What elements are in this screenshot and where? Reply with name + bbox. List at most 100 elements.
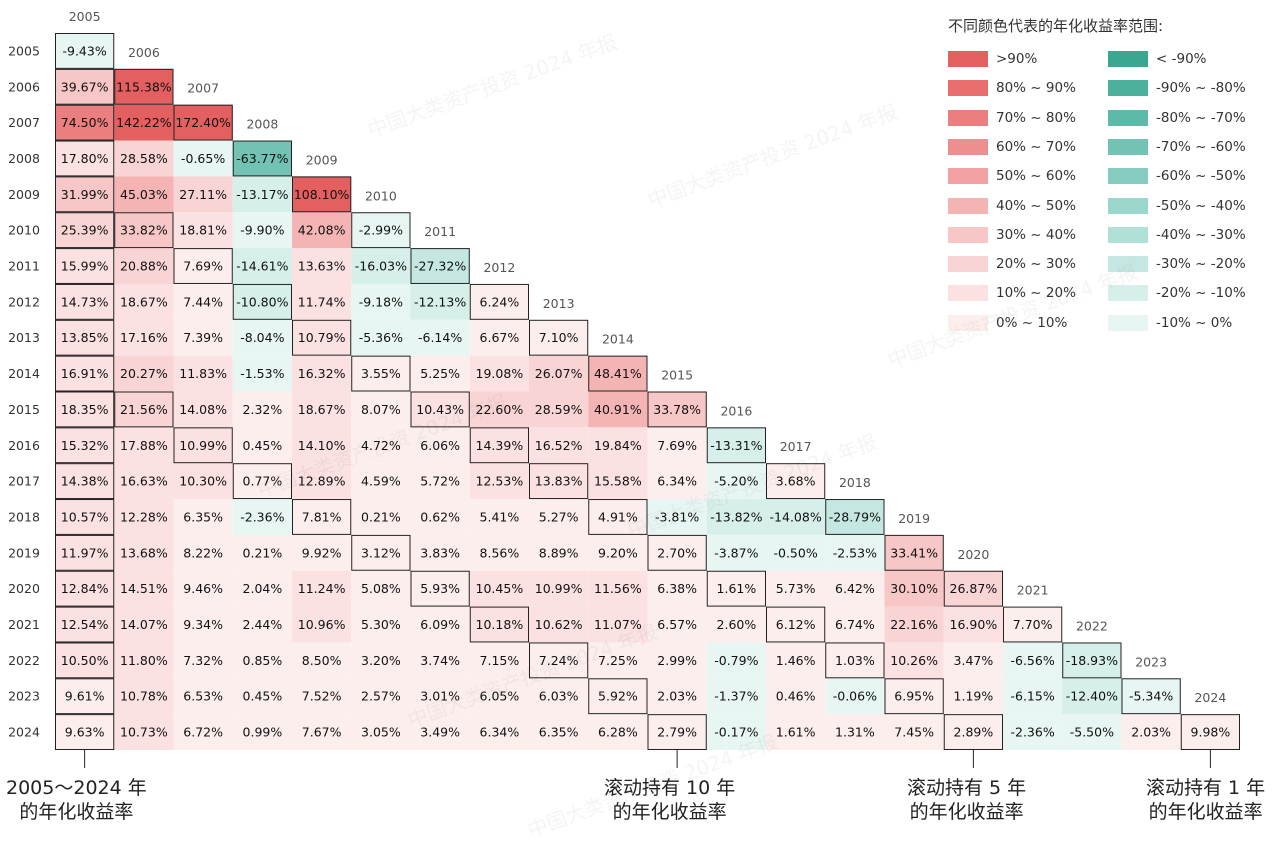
- cell-value: 17.80%: [61, 151, 109, 166]
- heatmap-cell: [292, 642, 352, 679]
- heatmap-cell: [55, 427, 115, 464]
- legend-item: -60% ~ -50%: [1108, 167, 1246, 185]
- cell-value: 14.10%: [298, 438, 346, 453]
- legend-label: 70% ~ 80%: [996, 109, 1076, 126]
- heatmap-cell: [232, 606, 292, 643]
- annotation-10-line1: 滚动持有 10 年: [604, 777, 736, 799]
- legend-swatch: [1108, 168, 1148, 185]
- legend-item: -50% ~ -40%: [1108, 197, 1246, 215]
- cell-value: 11.24%: [298, 581, 346, 596]
- cell-value: 19.84%: [594, 438, 642, 453]
- row-label: 2011: [8, 259, 40, 274]
- heatmap-cell: [1062, 642, 1122, 679]
- cell-value: -27.32%: [414, 259, 466, 274]
- cell-value: 0.21%: [243, 545, 283, 560]
- heatmap-cell: [825, 499, 885, 535]
- cell-value: 22.60%: [476, 402, 524, 417]
- legend-item: -30% ~ -20%: [1108, 255, 1246, 273]
- cell-value: 15.99%: [61, 259, 109, 274]
- cell-value: 6.09%: [420, 617, 460, 632]
- cell-value: 0.77%: [243, 474, 283, 489]
- highlight-box: [55, 248, 115, 284]
- heatmap-cell: [647, 678, 707, 715]
- cell-value: -5.20%: [714, 474, 758, 489]
- cell-value: 10.73%: [120, 725, 168, 740]
- heatmap-cell: [114, 463, 174, 500]
- cell-value: 10.57%: [61, 509, 109, 524]
- heatmap-cell: [232, 283, 292, 320]
- highlight-box: [55, 140, 115, 177]
- heatmap-cell: [529, 499, 589, 535]
- annotation-1-line2: 的年化收益率: [1148, 801, 1263, 823]
- heatmap-cell: [114, 283, 174, 320]
- cell-value: 3.01%: [420, 689, 460, 704]
- heatmap-cell: [529, 319, 589, 356]
- cell-value: 2.99%: [657, 653, 697, 668]
- cell-value: 5.30%: [361, 617, 401, 632]
- annotation-5-year: 滚动持有 5 年 的年化收益率: [907, 776, 1026, 824]
- cell-value: 28.59%: [535, 402, 583, 417]
- highlight-box: [469, 283, 529, 320]
- legend-swatch: [1108, 226, 1148, 243]
- legend-item: 20% ~ 30%: [948, 255, 1076, 273]
- cell-value: 18.67%: [298, 402, 346, 417]
- cell-value: 14.07%: [120, 617, 168, 632]
- cell-value: 33.78%: [653, 402, 701, 417]
- cell-value: -14.61%: [236, 259, 288, 274]
- highlight-box: [766, 606, 826, 643]
- annotation-1-line1: 滚动持有 1 年: [1146, 777, 1266, 799]
- heatmap-cell: [173, 248, 233, 284]
- heatmap-cell: [529, 642, 589, 679]
- legend-item: -90% ~ -80%: [1108, 79, 1246, 97]
- row-label: 2022: [8, 653, 40, 668]
- heatmap-cell: [55, 678, 115, 715]
- cell-value: 8.07%: [361, 402, 401, 417]
- cell-value: 2.03%: [657, 689, 697, 704]
- cell-value: -1.53%: [240, 366, 284, 381]
- heatmap-cell: [55, 570, 115, 607]
- highlight-box: [410, 248, 470, 284]
- row-label: 2010: [8, 223, 40, 238]
- heatmap-cell: [647, 570, 707, 607]
- highlight-box: [588, 355, 648, 392]
- legend-label: 80% ~ 90%: [996, 80, 1076, 97]
- heatmap-cell: [1121, 678, 1181, 715]
- heatmap-cell: [114, 319, 174, 356]
- legend-swatch: [948, 138, 988, 155]
- highlight-box: [588, 499, 648, 535]
- heatmap-cell: [114, 642, 174, 679]
- highlight-box: [351, 212, 411, 249]
- highlight-box: [173, 248, 233, 284]
- cell-value: 10.79%: [298, 330, 346, 345]
- row-label: 2019: [8, 545, 40, 560]
- heatmap-cell: [351, 570, 411, 607]
- cell-value: 22.16%: [890, 617, 938, 632]
- cell-value: 7.70%: [1013, 617, 1053, 632]
- highlight-box: [55, 68, 115, 105]
- cell-value: 2.04%: [243, 581, 283, 596]
- heatmap-cell: [469, 355, 529, 392]
- highlight-box: [469, 427, 529, 464]
- cell-value: -6.56%: [1011, 653, 1055, 668]
- cell-value: -0.79%: [714, 653, 758, 668]
- heatmap-cell: [766, 463, 826, 500]
- column-label: 2017: [780, 439, 812, 454]
- cell-value: 7.25%: [598, 653, 638, 668]
- highlight-box: [55, 678, 115, 715]
- heatmap-cell: [55, 463, 115, 500]
- cell-value: 8.89%: [539, 545, 579, 560]
- cell-value: 5.08%: [361, 581, 401, 596]
- heatmap-cell: [232, 678, 292, 715]
- heatmap-cell: [588, 427, 648, 464]
- cell-value: 6.34%: [480, 725, 520, 740]
- heatmap-cell: [884, 642, 944, 679]
- legend-item: -40% ~ -30%: [1108, 226, 1246, 244]
- cell-value: 45.03%: [120, 187, 168, 202]
- heatmap-cell: [469, 714, 529, 750]
- legend-item: 30% ~ 40%: [948, 226, 1076, 244]
- cell-value: 7.24%: [539, 653, 579, 668]
- cell-value: 8.22%: [183, 545, 223, 560]
- cell-value: 108.10%: [294, 187, 350, 202]
- cell-value: 14.73%: [61, 294, 109, 309]
- cell-value: 0.45%: [243, 438, 283, 453]
